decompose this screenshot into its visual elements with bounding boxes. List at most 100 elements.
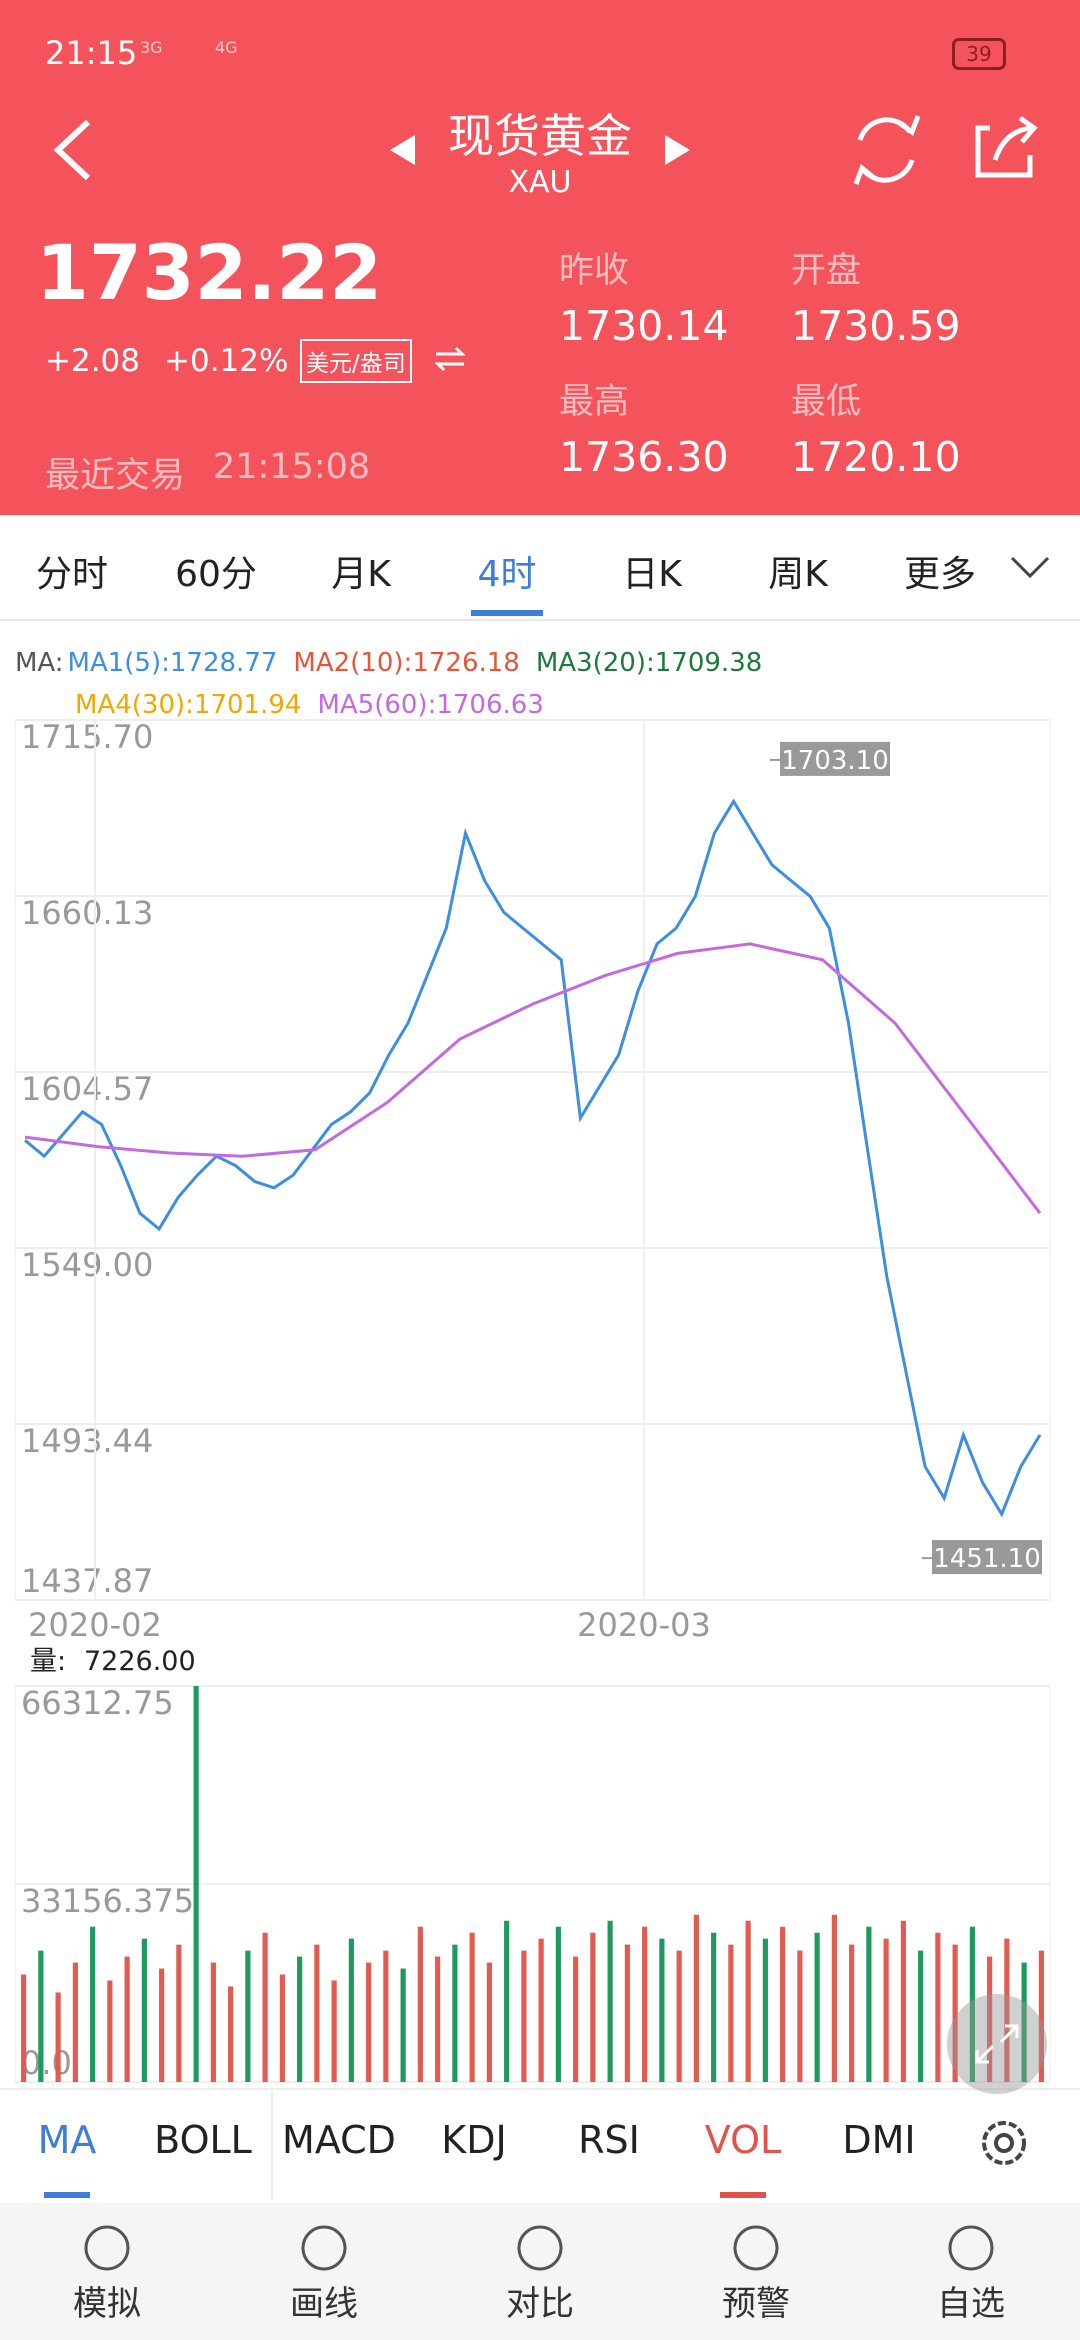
volume-bar [711,1932,717,2082]
volume-bar [400,1968,406,2082]
volume-bar [124,1956,130,2082]
y-tick-label: 33156.375 [21,1882,194,1920]
volume-bar [1004,1938,1010,2082]
prev[interactable] [390,135,415,165]
volume-bar [797,1950,803,2082]
nav-label[interactable]: 画线 [290,2284,358,2324]
back[interactable] [53,119,91,181]
period-tab[interactable]: 4时 [477,554,537,595]
stat-value: 1720.10 [791,433,961,481]
ma-item: MA4(30):1701.94 [75,690,301,720]
period-tab[interactable]: 60分 [175,554,257,595]
volume-bar [297,1956,303,2082]
clock: 21:15 [45,34,138,72]
indicator-tab[interactable]: BOLL [154,2118,252,2162]
swap-icon[interactable] [432,344,468,374]
chevron[interactable] [1010,552,1050,582]
volume-current: 7226.00 [84,1646,196,1677]
volume-bar [417,1926,423,2082]
volume-bar [762,1938,768,2082]
volume-bar [866,1926,872,2082]
volume-bar [831,1914,837,2082]
indicator-underline [720,2192,766,2198]
nav-label[interactable]: 预警 [722,2284,790,2324]
period-tab[interactable]: 更多 [903,554,977,595]
unit[interactable]: 美元/盎司 [300,339,412,383]
volume-bar [486,1962,492,2082]
refresh[interactable] [853,115,921,185]
period-tab[interactable]: 周K [768,554,828,595]
nav-icon[interactable] [730,2222,782,2274]
stat-value: 1730.59 [791,302,961,350]
nav-label[interactable]: 自选 [937,2284,1005,2324]
volume-bar [348,1938,354,2082]
ma-prefix: MA: [15,648,64,678]
y-tick-label: 1660.13 [21,894,153,932]
volume-bar [210,1962,216,2082]
change-pct: +0.12% [164,343,289,379]
y-tick-label: 1437.87 [21,1562,153,1600]
volume-bar [676,1950,682,2082]
volume-bar [452,1944,458,2082]
volume-bar [159,1968,165,2082]
indicator-bar [0,2088,1080,2202]
volume-bar [279,1974,285,2082]
volume-bar [555,1926,561,2082]
last-trade-label: 最近交易 [45,456,186,496]
nav-icon[interactable] [514,2222,566,2274]
ma-line [24,798,1042,1518]
nav-label[interactable]: 模拟 [73,2284,141,2324]
indicator-tab[interactable]: RSI [578,2118,640,2162]
volume-bar [331,1980,337,2082]
ma-name: MA4(30): [75,690,194,720]
y-tick-label: 1604.57 [21,1070,153,1108]
share[interactable] [975,115,1038,178]
volume-bar [141,1938,147,2082]
charts: 1715.70 1660.13 1604.57 1549.00 1493.44 1437.… [14,718,1051,2083]
stat-value: 1730.14 [559,302,729,350]
indicator-tab[interactable]: MACD [282,2118,396,2162]
indicator-tab[interactable]: VOL [704,2118,782,2162]
volume-bar [538,1938,544,2082]
expand-button[interactable] [945,1992,1049,2096]
volume-bar [504,1920,510,2082]
ma-line [24,942,1042,1215]
volume-bar [607,1920,613,2082]
net: 3G [140,38,163,57]
ma-value: 1706.63 [436,690,544,720]
header: 21:15 3G 4G 39 现货黄金 XAU 1732.22 +2.08 +0… [0,0,1080,515]
battery: 39 [952,38,1006,70]
subtitle: XAU [508,165,572,200]
ma-value: 1726.18 [412,648,520,678]
stat-label: 最低 [791,382,862,422]
volume-bar [383,1950,389,2082]
volume-bar [469,1932,475,2082]
indicator-tab[interactable]: KDJ [441,2118,507,2162]
ma-item: MA2(10):1726.18 [293,648,519,678]
volume-bar [366,1962,372,2082]
volume-bar [21,1974,27,2082]
net: 4G [215,38,238,57]
indicator-tab[interactable]: MA [37,2118,97,2162]
nav-icon[interactable] [945,2222,997,2274]
nav-icon[interactable] [81,2222,133,2274]
y-tick-label: 66312.75 [21,1684,174,1722]
nav-icon[interactable] [298,2222,350,2274]
nav-label[interactable]: 对比 [506,2284,574,2324]
volume-bar [900,1920,906,2082]
indicator-tab[interactable]: DMI [842,2118,916,2162]
period-tab[interactable]: 日K [622,554,682,595]
period-tab[interactable]: 分时 [35,554,109,595]
settings[interactable] [975,2114,1033,2172]
ma-value: 1728.77 [169,648,278,678]
title: 现货黄金 [448,109,632,163]
volume-bar [883,1938,889,2082]
ma-item: MA3(20):1709.38 [536,648,762,678]
next[interactable] [665,135,690,165]
volume-bar [728,1944,734,2082]
ma-legend: MA: MA1(5):1728.77 MA2(10):1726.18 MA3(20):… [15,642,1065,726]
period-tab[interactable]: 月K [331,554,391,595]
volume-bar [849,1944,855,2082]
volume-bar [193,1686,199,2082]
